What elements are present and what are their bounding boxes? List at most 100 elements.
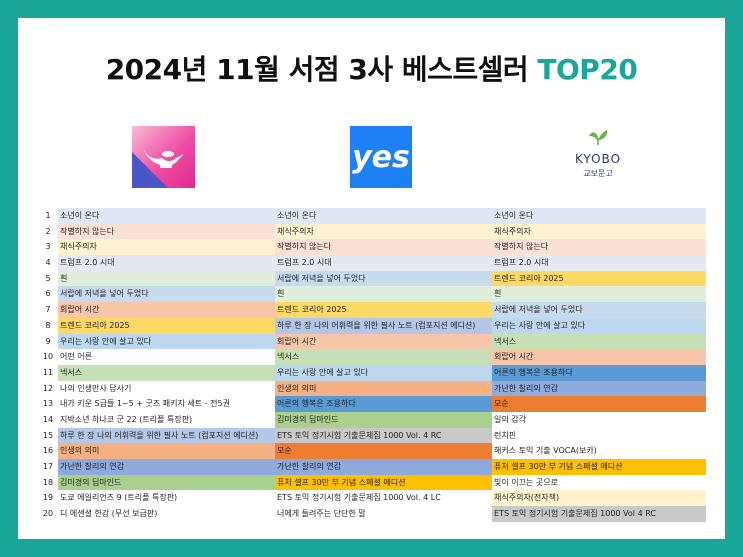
lamp-icon xyxy=(144,150,184,168)
rank-cell: 10 xyxy=(42,352,54,362)
table-row: 19 도쿄 에일리언즈 9 (트리플 특장판) ETS 토익 정기시험 기출문제집 … xyxy=(38,490,706,507)
rank-cell: 4 xyxy=(45,258,51,268)
aladin-cell: 채식주의자 xyxy=(58,239,275,256)
kyobo-cell: 채식주의자 xyxy=(492,223,706,240)
title-accent: TOP20 xyxy=(537,53,638,86)
yes24-cell: 넥서스 xyxy=(275,349,492,365)
aladin-cell: 트럼프 2.0 시대 xyxy=(58,255,275,271)
kyobo-cell: 해커스 토익 기출 VOCA(보카) xyxy=(492,443,706,459)
table-row: 8 트렌드 코리아 2025 하루 한 장 나의 어휘력을 위한 필사 노트 (컴포… xyxy=(38,317,706,334)
aladin-cell: 트렌드 코리아 2025 xyxy=(58,317,275,334)
yes24-cell: ETS 토익 정기시험 기출문제집 1000 Vol. 4 RC xyxy=(275,427,492,444)
rank-cell: 7 xyxy=(45,305,51,315)
aladin-cell: 흰 xyxy=(58,270,275,287)
aladin-cell: 도쿄 에일리언즈 9 (트리플 특장판) xyxy=(58,490,275,507)
table-row: 17 가난한 찰리의 연감 가난한 찰리의 연감 퓨처 셀프 30만 부 기념 스페셜… xyxy=(38,459,706,475)
yes24-cell: 하루 한 장 나의 어휘력을 위한 필사 노트 (컴포지션 에디션) xyxy=(275,317,492,334)
rank-cell: 14 xyxy=(42,414,54,424)
yes24-cell: 트렌드 코리아 2025 xyxy=(275,302,492,318)
yes24-cell: 트럼프 2.0 시대 xyxy=(275,255,492,271)
leaf-icon xyxy=(589,130,608,145)
yes24-cell: 가난한 찰리의 연감 xyxy=(275,459,492,475)
aladin-cell: 김미경의 딥마인드 xyxy=(58,474,275,491)
kyobo-cell: 퓨처 셀프 30만 부 기념 스페셜 에디션 xyxy=(492,459,706,475)
kyobo-cell: 채식주의자(전자책) xyxy=(492,490,706,507)
table-row: 10 어떤 어른 넥서스 회랍어 시간 xyxy=(38,349,706,365)
kyobo-ko: 교보문고 xyxy=(583,169,613,178)
kyobo-logo: KYOBO 교보문고 xyxy=(567,126,629,188)
table-row: 13 내가 키운 S급들 1~5 + 굿즈 패키지 세트 - 전5권 어른의 행복은… xyxy=(38,396,706,412)
rank-cell: 18 xyxy=(42,477,54,487)
yes24-cell: 흰 xyxy=(275,286,492,303)
rank-cell: 13 xyxy=(42,399,54,409)
yes24-cell: 김미경의 딥마인드 xyxy=(275,411,492,428)
table-row: 12 나의 인생만사 답사기 인생의 의미 가난한 찰리의 연감 xyxy=(38,380,706,397)
yes24-cell: ETS 토익 정기시험 기출문제집 1000 Vol. 4 LC xyxy=(275,490,492,507)
rank-cell: 5 xyxy=(45,273,51,283)
kyobo-cell: 트렌드 코리아 2025 xyxy=(492,270,706,287)
yes24-cell: 서랍에 저녁을 넣어 두었다 xyxy=(275,270,492,287)
kyobo-cell: 모순 xyxy=(492,396,706,412)
aladin-cell: 회랍어 시간 xyxy=(58,302,275,318)
kyobo-cell: 빛이 이끄는 곳으로 xyxy=(492,474,706,491)
rank-cell: 3 xyxy=(45,242,51,252)
aladin-cell: 나의 인생만사 답사기 xyxy=(58,380,275,397)
yes24-cell: 우리는 사랑 안에 살고 있다 xyxy=(275,364,492,381)
rank-cell: 9 xyxy=(45,336,51,346)
kyobo-cell: 서랍에 저녁을 넣어 두었다 xyxy=(492,302,706,318)
kyobo-cell: 소년이 온다 xyxy=(492,208,706,224)
aladin-cell: 가난한 찰리의 연감 xyxy=(58,459,275,475)
yes24-cell: 모순 xyxy=(275,443,492,459)
aladin-cell: 어떤 어른 xyxy=(58,349,275,365)
table-row: 4 트럼프 2.0 시대 트럼프 2.0 시대 트럼프 2.0 시대 xyxy=(38,255,706,271)
rank-cell: 11 xyxy=(42,367,54,377)
aladin-cell: 내가 키운 S급들 1~5 + 굿즈 패키지 세트 - 전5권 xyxy=(58,396,275,412)
kyobo-cell: 일의 감각 xyxy=(492,411,706,428)
rank-cell: 16 xyxy=(42,446,54,456)
aladin-cell: 서랍에 저녁을 넣어 두었다 xyxy=(58,286,275,303)
kyobo-cell: 회랍어 시간 xyxy=(492,349,706,365)
table-row: 6 서랍에 저녁을 넣어 두었다 흰 흰 xyxy=(38,286,706,303)
aladin-cell: 인생의 의미 xyxy=(58,443,275,459)
kyobo-cell: 가난한 찰리의 연감 xyxy=(492,380,706,397)
kyobo-cell: 우리는 사랑 안에 살고 있다 xyxy=(492,317,706,334)
table-row: 14 지박소년 하나코 군 22 (트리플 특장판) 김미경의 딥마인드 일의 감각 xyxy=(38,411,706,428)
kyobo-cell: ETS 토익 정기시험 기출문제집 1000 Vol 4 RC xyxy=(492,506,706,522)
yes24-cell: 채식주의자 xyxy=(275,223,492,240)
rank-cell: 19 xyxy=(42,493,54,503)
yes24-cell: 소년이 온다 xyxy=(275,208,492,224)
aladin-cell: 하루 한 장 나의 어휘력을 위한 필사 노트 (컴포지션 에디션) xyxy=(58,427,275,444)
table-row: 11 넥서스 우리는 사랑 안에 살고 있다 어른의 행복은 조용하다 xyxy=(38,364,706,381)
table-row: 20 디 에센셜 한강 (무선 보급판) 너에게 들려주는 단단한 말 ETS 토익 … xyxy=(38,506,706,522)
table-row: 7 회랍어 시간 트렌드 코리아 2025 서랍에 저녁을 넣어 두었다 xyxy=(38,302,706,318)
table-row: 15 하루 한 장 나의 어휘력을 위한 필사 노트 (컴포지션 에디션) ETS … xyxy=(38,427,706,444)
yes24-cell: 퓨처 셀프 30만 부 기념 스페셜 에디션 xyxy=(275,474,492,491)
table-row: 18 김미경의 딥마인드 퓨처 셀프 30만 부 기념 스페셜 에디션 빛이 이끄는 … xyxy=(38,474,706,491)
table-row: 3 채식주의자 작별하지 않는다 작별하지 않는다 xyxy=(38,239,706,256)
bestseller-table: 1 소년이 온다 소년이 온다 소년이 온다 2 작별하지 않는다 채식주의자 채식주의자 3 채… xyxy=(38,208,706,522)
rank-cell: 15 xyxy=(42,430,54,440)
yes24-logo: yes xyxy=(350,126,412,188)
aladin-cell: 소년이 온다 xyxy=(58,208,275,224)
rank-cell: 20 xyxy=(42,509,54,519)
rank-cell: 8 xyxy=(45,320,51,330)
table-row: 9 우리는 사랑 안에 살고 있다 회랍어 시간 넥서스 xyxy=(38,333,706,350)
yes24-cell: 너에게 들려주는 단단한 말 xyxy=(275,506,492,522)
yes24-cell: 어른의 행복은 조용하다 xyxy=(275,396,492,412)
table-row: 16 인생의 의미 모순 해커스 토익 기출 VOCA(보카) xyxy=(38,443,706,459)
table-row: 1 소년이 온다 소년이 온다 소년이 온다 xyxy=(38,208,706,224)
table-row: 5 흰 서랍에 저녁을 넣어 두었다 트렌드 코리아 2025 xyxy=(38,270,706,287)
aladin-cell: 우리는 사랑 안에 살고 있다 xyxy=(58,333,275,350)
kyobo-cell: 작별하지 않는다 xyxy=(492,239,706,256)
kyobo-cell: 어른의 행복은 조용하다 xyxy=(492,364,706,381)
rank-cell: 1 xyxy=(45,211,51,220)
kyobo-cell: 넥서스 xyxy=(492,333,706,350)
aladin-logo xyxy=(132,126,195,188)
rank-cell: 12 xyxy=(42,383,54,393)
rank-cell: 17 xyxy=(42,462,54,471)
aladin-cell: 넥서스 xyxy=(58,364,275,381)
yes24-cell: 인생의 의미 xyxy=(275,380,492,397)
yes24-cell: 작별하지 않는다 xyxy=(275,239,492,256)
rank-cell: 2 xyxy=(45,226,51,236)
title-main: 2024년 11월 서점 3사 베스트셀러 xyxy=(105,53,538,86)
